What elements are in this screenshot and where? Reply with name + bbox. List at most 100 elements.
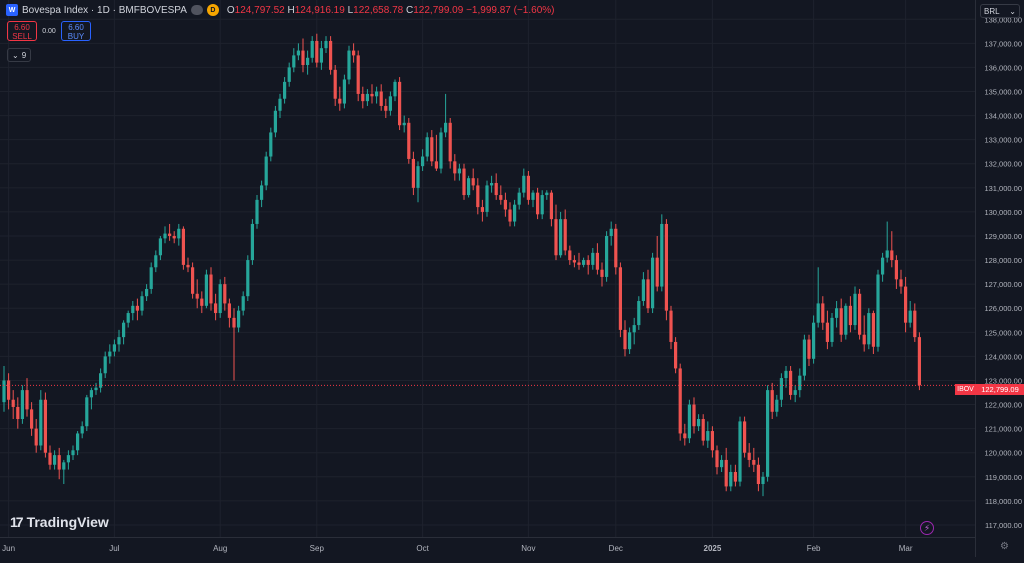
candle [724, 447, 728, 492]
candle-body [876, 274, 880, 347]
candle-body [655, 257, 659, 287]
candle-body [807, 339, 811, 359]
candle-body [296, 50, 300, 56]
candle [628, 327, 632, 354]
tradingview-mark-icon: 17 [10, 514, 24, 530]
candle-body [103, 356, 107, 374]
candle-body [379, 91, 383, 106]
candle [862, 315, 866, 352]
candle-body [724, 459, 728, 487]
candle-body [637, 301, 641, 326]
candle-body [733, 471, 737, 482]
candle-body [227, 303, 231, 318]
candle [586, 255, 590, 275]
candle-body [430, 137, 434, 162]
candle-body [209, 274, 213, 304]
candle-body [476, 185, 480, 208]
candle [20, 385, 24, 424]
lightning-icon[interactable]: ⚡ [920, 521, 934, 535]
candle-body [80, 426, 84, 434]
price-tick-label: 126,000.00 [984, 304, 1022, 313]
candle [517, 187, 521, 210]
candle [310, 36, 314, 63]
candle-body [154, 255, 158, 268]
candle [614, 223, 618, 275]
candle [701, 414, 705, 446]
candle [177, 223, 181, 246]
candle-body [66, 455, 70, 463]
sell-button[interactable]: 6.60 SELL [7, 21, 37, 41]
candle-body [434, 161, 438, 169]
price-tick-label: 129,000.00 [984, 232, 1022, 241]
candle-body [333, 69, 337, 99]
candle-body [264, 156, 268, 186]
candle [195, 279, 199, 309]
candle-body [660, 223, 664, 287]
price-tick-label: 118,000.00 [985, 497, 1022, 506]
candle-body [798, 375, 802, 391]
candle [250, 219, 254, 265]
price-tick-label: 135,000.00 [984, 88, 1022, 97]
candle [540, 190, 544, 220]
candle-body [168, 233, 172, 236]
candle [632, 317, 636, 345]
candle-body [71, 450, 75, 456]
candle-body [85, 397, 89, 427]
candle-body [62, 462, 66, 470]
buy-button[interactable]: 6.60 BUY [61, 21, 91, 41]
candle [57, 447, 61, 480]
candle [710, 426, 714, 458]
ohlc-values: O124,797.52 H124,916.19 L122,658.78 C122… [226, 4, 555, 16]
currency-label: BRL [984, 6, 1000, 16]
tradingview-logo[interactable]: 17 TradingView [10, 514, 109, 530]
candle [191, 262, 195, 299]
candle-body [471, 178, 475, 186]
candle [365, 89, 369, 106]
candlestick-chart[interactable] [0, 0, 975, 537]
candle [830, 313, 834, 347]
candle-body [844, 305, 848, 335]
price-tick-label: 134,000.00 [984, 112, 1022, 121]
candle [480, 199, 484, 222]
candle-body [582, 260, 586, 265]
candle [131, 301, 135, 321]
candle-body [462, 168, 466, 196]
candle [572, 255, 576, 268]
candle [200, 291, 204, 314]
currency-selector[interactable]: BRL ⌄ [980, 4, 1020, 18]
candle-body [11, 399, 15, 407]
price-axis[interactable]: 117,000.00 118,000.00 119,000.00 120,000.00… [975, 0, 1024, 557]
candle-body [2, 380, 6, 403]
gear-icon[interactable]: ⚙ [1000, 541, 1009, 552]
candle-body [149, 267, 153, 289]
candle-body [393, 81, 397, 97]
time-tick-label: 2025 [704, 544, 722, 553]
candle [89, 387, 93, 410]
symbol-title[interactable]: Bovespa Index · 1D · BMFBOVESPA [22, 4, 187, 16]
candle-body [255, 199, 259, 224]
candle [816, 267, 820, 328]
time-axis[interactable]: Jun Jul Aug Sep Oct Nov Dec 2025 Feb Mar [0, 537, 975, 558]
candle [894, 255, 898, 289]
status-dot-icon [190, 5, 203, 15]
candle-body [766, 390, 770, 477]
candle [260, 180, 264, 208]
candle-body [729, 471, 733, 487]
candle [425, 132, 429, 162]
data-delay-badge[interactable]: D [206, 4, 219, 16]
time-tick-label: Jun [2, 544, 15, 553]
candle-body [683, 433, 687, 439]
candle [117, 329, 121, 352]
candle-body [641, 279, 645, 302]
candle-body [605, 235, 609, 277]
candle-body [20, 390, 24, 420]
candle-body [743, 421, 747, 453]
candle [361, 86, 365, 109]
candle-body [53, 455, 57, 465]
indicators-toggle[interactable]: ⌄ 9 [7, 48, 32, 62]
candle [798, 368, 802, 398]
candle [246, 255, 250, 302]
candle-body [789, 370, 793, 395]
candle-body [586, 260, 590, 265]
candle [825, 310, 829, 350]
